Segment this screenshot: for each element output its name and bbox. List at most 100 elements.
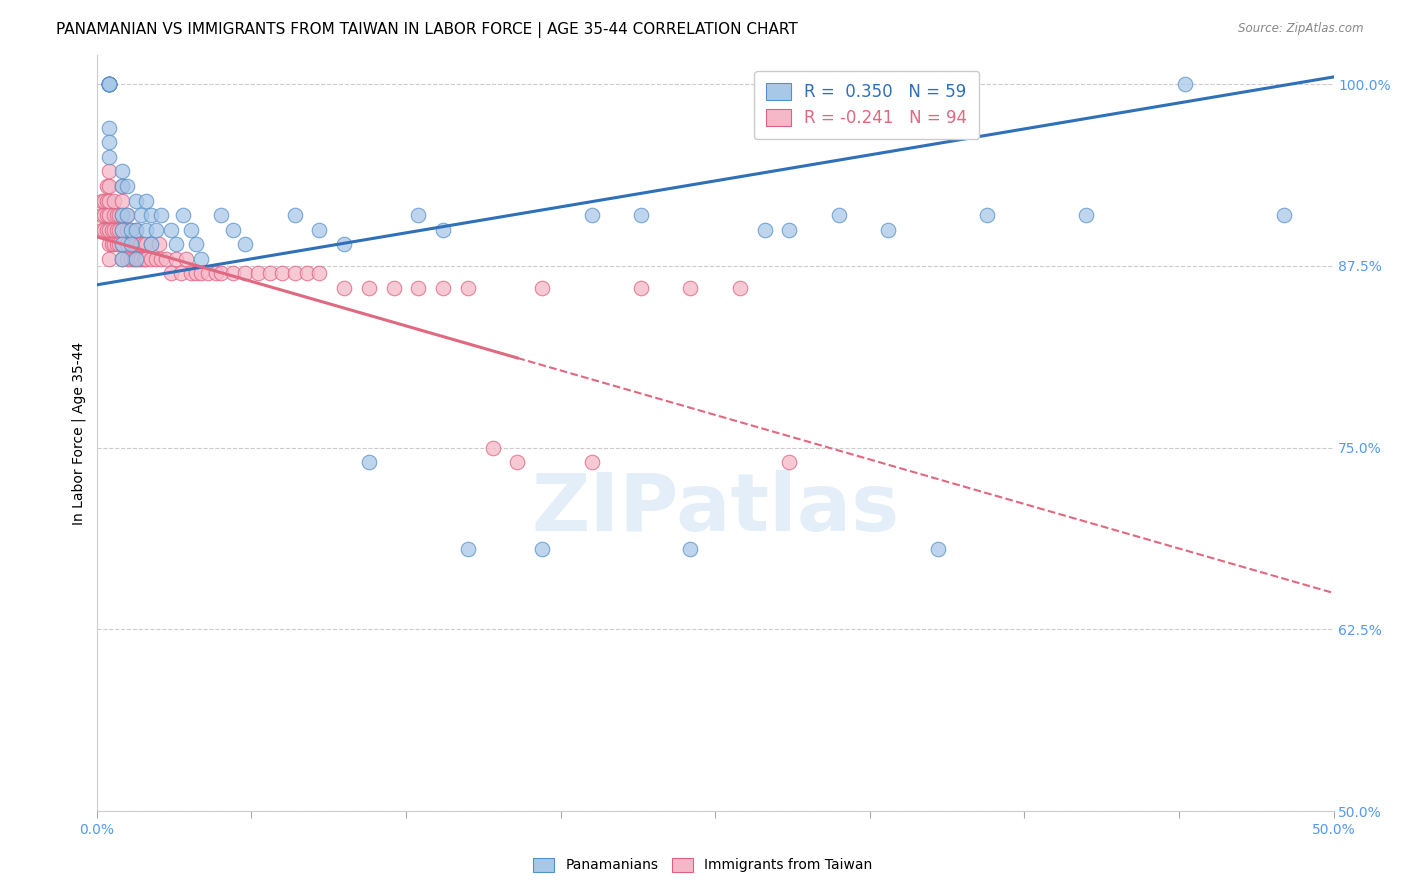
Point [122, 252, 145, 266]
Point [98, 77, 121, 91]
Point [93, 222, 115, 236]
Point [98, 237, 121, 252]
Point [98, 136, 121, 150]
Point [125, 194, 148, 208]
Point [630, 281, 652, 295]
Y-axis label: In Labor Force | Age 35-44: In Labor Force | Age 35-44 [72, 342, 86, 524]
Point [90, 194, 112, 208]
Point [357, 455, 380, 469]
Point [190, 266, 212, 280]
Point [132, 252, 155, 266]
Point [506, 455, 529, 469]
Point [121, 222, 143, 236]
Point [150, 252, 173, 266]
Point [131, 252, 153, 266]
Point [105, 208, 128, 222]
Point [98, 178, 121, 193]
Text: ZIPatlas: ZIPatlas [531, 470, 900, 548]
Point [98, 120, 121, 135]
Point [110, 237, 132, 252]
Point [103, 222, 125, 236]
Point [115, 252, 138, 266]
Point [96, 194, 118, 208]
Point [125, 222, 148, 236]
Point [98, 77, 121, 91]
Point [96, 208, 118, 222]
Point [531, 542, 554, 557]
Point [174, 252, 197, 266]
Point [679, 542, 702, 557]
Point [209, 266, 232, 280]
Point [110, 178, 132, 193]
Point [121, 222, 143, 236]
Point [110, 208, 132, 222]
Point [271, 266, 294, 280]
Point [754, 222, 776, 236]
Point [308, 222, 330, 236]
Point [125, 252, 148, 266]
Point [209, 208, 232, 222]
Legend: R =  0.350   N = 59, R = -0.241   N = 94: R = 0.350 N = 59, R = -0.241 N = 94 [754, 71, 979, 139]
Point [98, 77, 121, 91]
Point [581, 455, 603, 469]
Point [110, 164, 132, 178]
Point [90, 208, 112, 222]
Text: PANAMANIAN VS IMMIGRANTS FROM TAIWAN IN LABOR FORCE | AGE 35-44 CORRELATION CHAR: PANAMANIAN VS IMMIGRANTS FROM TAIWAN IN … [56, 22, 799, 38]
Point [98, 77, 121, 91]
Point [121, 237, 143, 252]
Point [308, 266, 330, 280]
Point [170, 266, 193, 280]
Point [98, 77, 121, 91]
Point [222, 222, 245, 236]
Point [141, 237, 163, 252]
Point [132, 237, 155, 252]
Point [98, 252, 121, 266]
Point [728, 281, 751, 295]
Point [122, 237, 145, 252]
Point [98, 222, 121, 236]
Point [357, 281, 380, 295]
Point [108, 222, 131, 236]
Point [828, 208, 851, 222]
Point [115, 222, 138, 236]
Point [135, 222, 157, 236]
Point [184, 237, 207, 252]
Point [131, 237, 153, 252]
Point [105, 237, 128, 252]
Point [110, 252, 132, 266]
Point [98, 77, 121, 91]
Point [128, 252, 150, 266]
Point [115, 237, 138, 252]
Point [125, 252, 148, 266]
Point [115, 208, 138, 222]
Point [160, 222, 183, 236]
Point [145, 252, 167, 266]
Point [98, 77, 121, 91]
Point [96, 222, 118, 236]
Point [259, 266, 281, 280]
Point [110, 178, 132, 193]
Point [135, 237, 157, 252]
Point [481, 441, 503, 455]
Point [155, 252, 177, 266]
Point [333, 281, 356, 295]
Point [778, 455, 800, 469]
Point [121, 237, 143, 252]
Point [141, 252, 163, 266]
Point [432, 281, 454, 295]
Point [233, 237, 256, 252]
Point [121, 252, 143, 266]
Point [100, 222, 122, 236]
Point [103, 237, 125, 252]
Point [125, 222, 148, 236]
Point [1174, 77, 1197, 91]
Point [128, 237, 150, 252]
Point [531, 281, 554, 295]
Point [976, 208, 998, 222]
Point [103, 194, 125, 208]
Point [333, 237, 356, 252]
Point [115, 178, 138, 193]
Point [110, 208, 132, 222]
Point [115, 208, 138, 222]
Point [679, 281, 702, 295]
